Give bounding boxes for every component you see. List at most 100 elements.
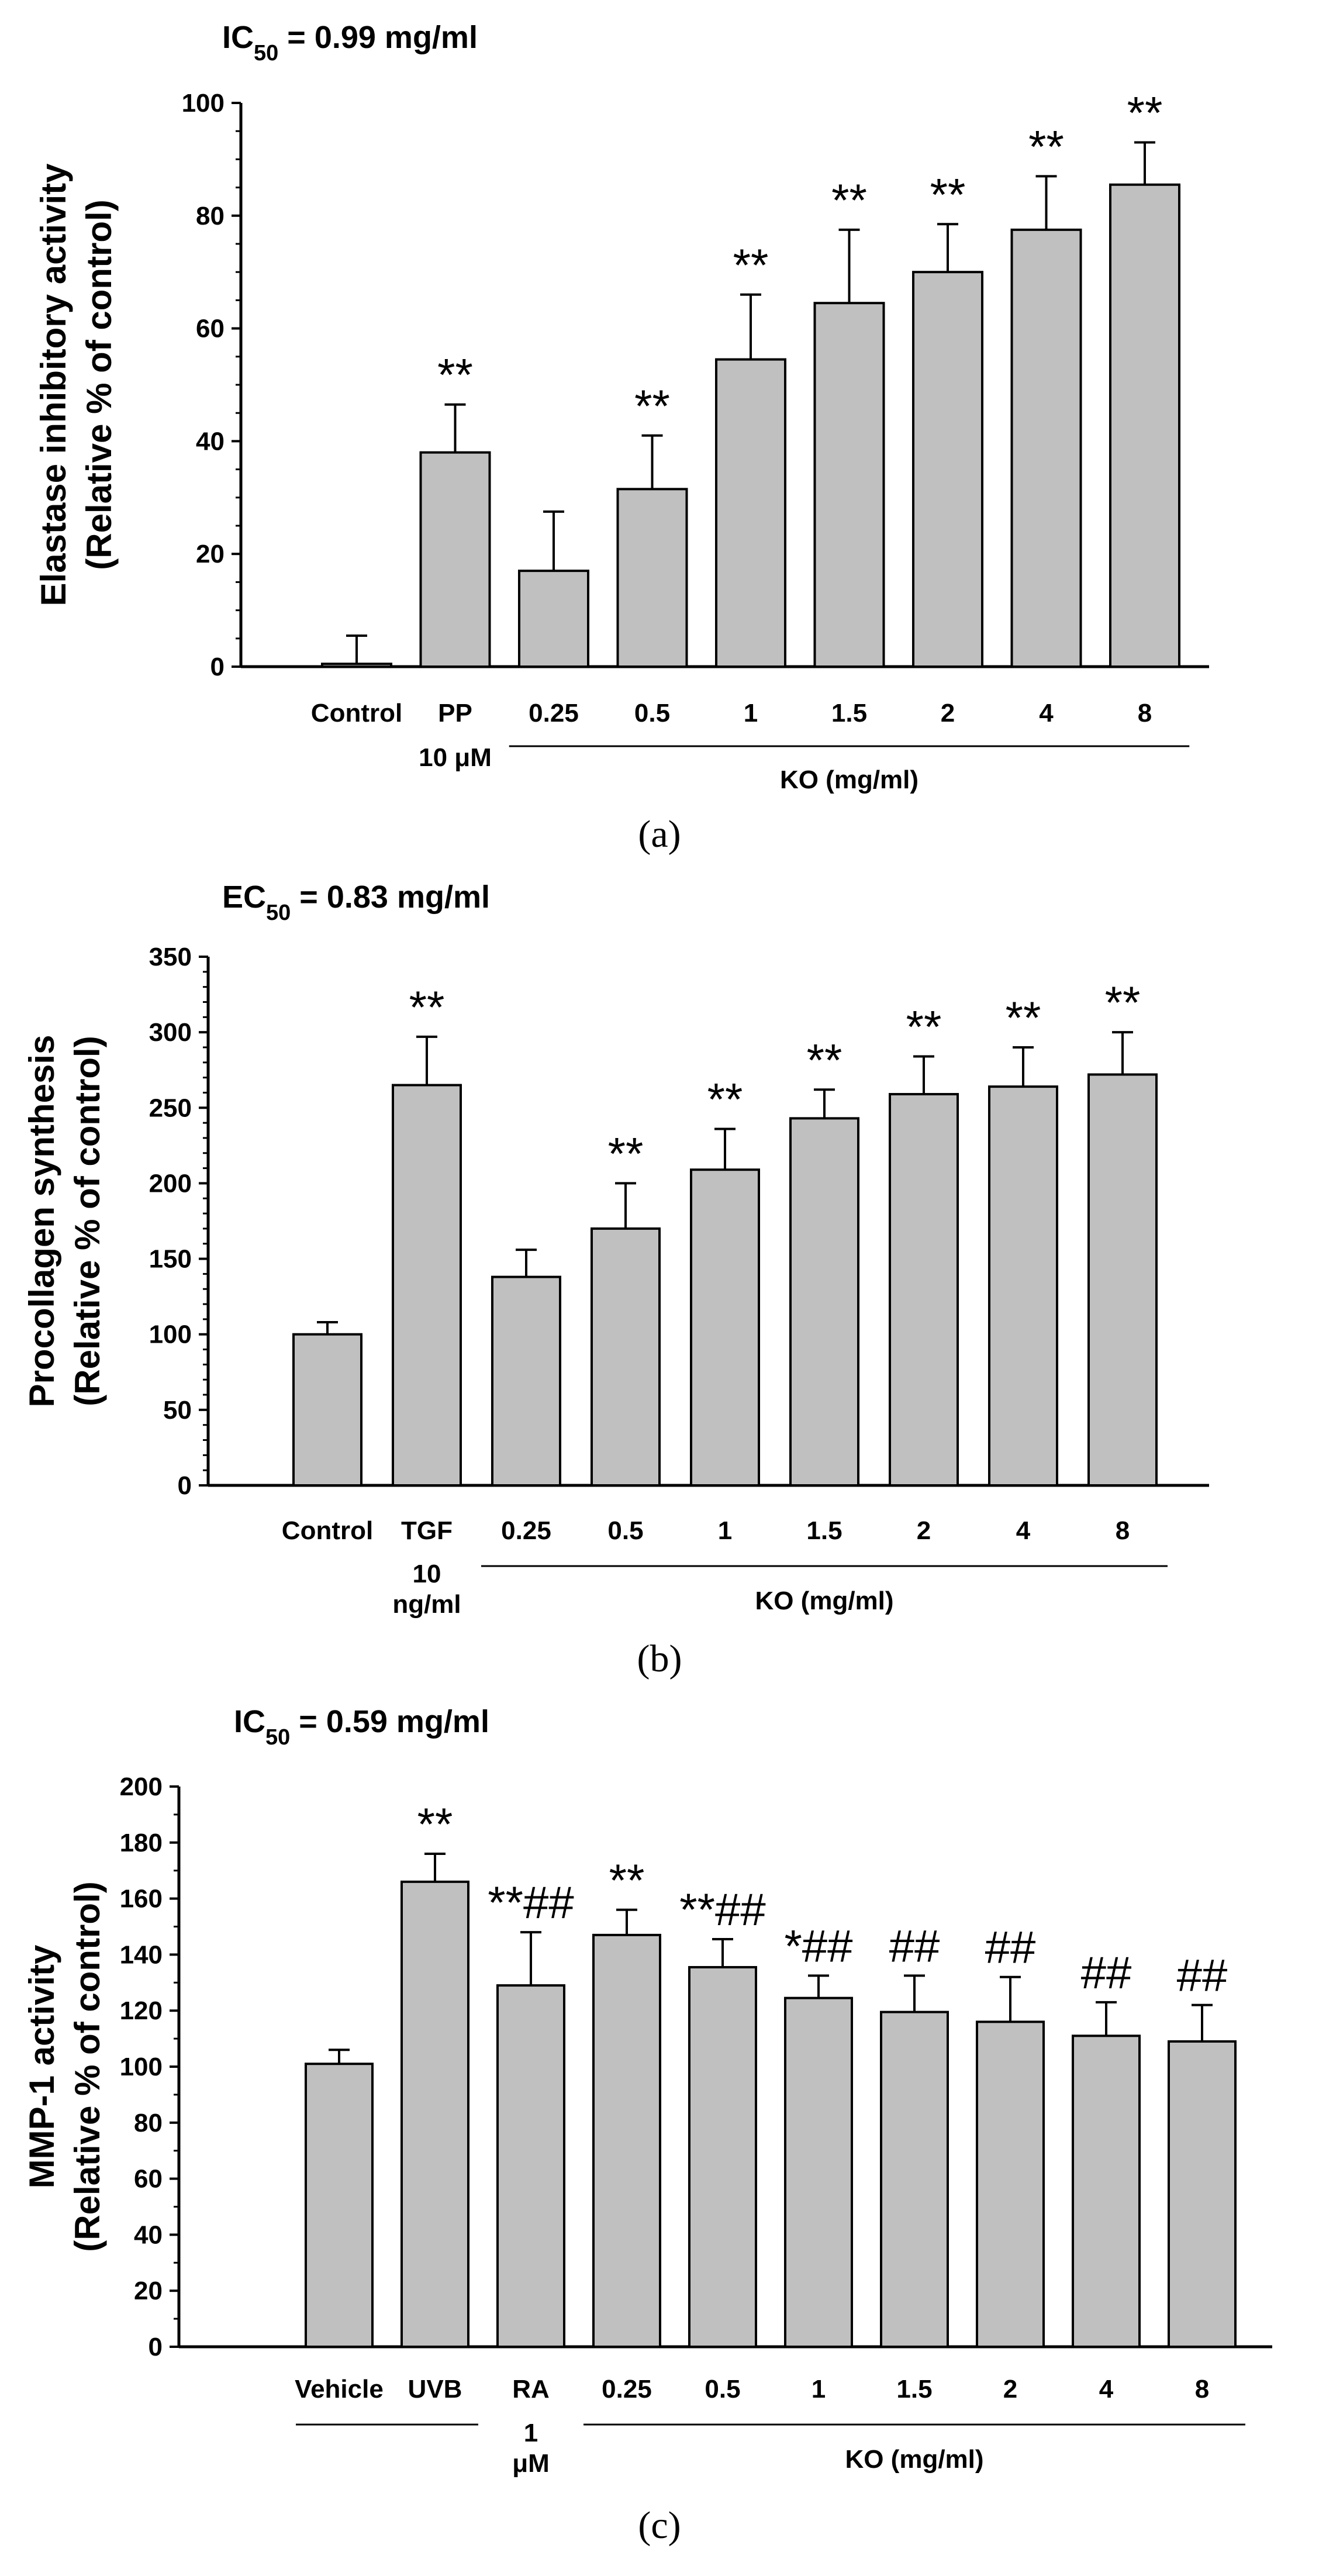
significance-mark: **	[733, 239, 769, 291]
bar	[813, 302, 885, 668]
x-tick-label: RA	[512, 2375, 550, 2403]
bar	[690, 1168, 760, 1487]
x-tick-label: Control	[282, 1516, 373, 1545]
significance-mark: **	[634, 380, 670, 432]
bar	[305, 2063, 374, 2348]
x-tick-label: 0.5	[634, 699, 670, 727]
bar	[321, 663, 392, 668]
x-sublabel: 10 μM	[419, 743, 492, 772]
y-axis-label-line2: (Relative % of control)	[80, 199, 119, 570]
y-axis-label-line1: MMP-1 activity	[22, 1944, 61, 2188]
x-tick-label: 2	[1003, 2375, 1017, 2403]
bar	[988, 1085, 1058, 1487]
group-label: KO (mg/ml)	[780, 765, 919, 794]
y-tick-label: 60	[134, 2165, 163, 2194]
x-tick-label: 8	[1138, 699, 1152, 727]
y-tick-label: 40	[196, 427, 225, 456]
significance-mark: ##	[1177, 1950, 1228, 2001]
bar	[784, 1996, 853, 2348]
y-axis-label-line2: (Relative % of control)	[68, 1881, 107, 2251]
bar	[392, 1084, 462, 1487]
x-tick-label: Vehicle	[295, 2375, 384, 2403]
x-tick-label: 1.5	[806, 1516, 842, 1545]
bar	[616, 488, 688, 668]
significance-mark: **##	[488, 1877, 574, 1928]
chart-panel-c: IC50 = 0.59 mg/ml MMP-1 activity (Relative…	[22, 1704, 1272, 2547]
y-tick-label: 200	[120, 1772, 163, 1801]
x-tick-label: 0.5	[607, 1516, 643, 1545]
x-tick-label: PP	[438, 699, 472, 727]
x-tick-label: 1	[718, 1516, 732, 1545]
x-tick-label: 8	[1195, 2375, 1209, 2403]
panel-label: (a)	[638, 813, 681, 856]
chart-panel-b: EC50 = 0.83 mg/ml Procollagen synthesis (R…	[22, 880, 1209, 1680]
x-tick-label: 8	[1116, 1516, 1130, 1545]
x-tick-label: UVB	[408, 2375, 462, 2403]
significance-mark: *##	[784, 1920, 852, 1971]
x-tick-label: 0.25	[602, 2375, 652, 2403]
significance-mark: **	[1127, 87, 1163, 138]
y-tick-label: 0	[149, 2333, 163, 2361]
y-axis-label-line1: Procollagen synthesis	[22, 1035, 61, 1408]
significance-mark: **	[807, 1034, 842, 1085]
y-tick-label: 250	[149, 1094, 192, 1122]
bar	[491, 1275, 561, 1487]
y-tick-label: 20	[134, 2277, 163, 2305]
bar	[715, 358, 786, 668]
y-axis-label-line2: (Relative % of control)	[68, 1036, 107, 1406]
y-tick-label: 100	[149, 1320, 192, 1349]
significance-mark: **	[608, 1127, 644, 1179]
x-sublabel: 1	[524, 2419, 538, 2447]
significance-mark: **	[906, 1001, 942, 1052]
x-tick-label: 1	[744, 699, 758, 727]
x-sublabel: 10	[413, 1560, 441, 1588]
x-sublabel: ng/ml	[392, 1590, 461, 1619]
x-tick-label: 0.25	[529, 699, 579, 727]
group-label: KO (mg/ml)	[845, 2445, 983, 2474]
y-tick-label: 100	[182, 89, 225, 118]
x-tick-label: 2	[941, 699, 955, 727]
x-tick-label: 1.5	[831, 699, 867, 727]
y-tick-label: 80	[134, 2109, 163, 2137]
bar	[1109, 183, 1180, 668]
significance-mark: **	[409, 981, 445, 1033]
group-label: KO (mg/ml)	[755, 1587, 893, 1615]
y-tick-label: 0	[178, 1471, 192, 1500]
bar	[1010, 228, 1082, 668]
x-tick-label: 4	[1039, 699, 1054, 727]
significance-mark: **	[707, 1073, 743, 1125]
x-tick-label: 0.25	[501, 1516, 551, 1545]
bar	[1087, 1073, 1158, 1487]
significance-mark: **	[417, 1798, 453, 1850]
bar	[688, 1965, 757, 2349]
bar	[1072, 2034, 1141, 2349]
y-tick-label: 300	[149, 1018, 192, 1047]
significance-mark: **	[1105, 977, 1141, 1028]
significance-mark: **	[930, 168, 966, 220]
significance-mark: ##	[985, 1922, 1036, 1973]
bar	[912, 271, 983, 668]
x-tick-label: 2	[917, 1516, 931, 1545]
x-tick-label: 1.5	[896, 2375, 932, 2403]
y-tick-label: 100	[120, 2053, 163, 2081]
significance-mark: ##	[1081, 1947, 1132, 1998]
bar	[789, 1117, 859, 1487]
y-tick-label: 140	[120, 1940, 163, 1969]
significance-mark: **##	[679, 1884, 765, 1935]
significance-mark: **	[831, 174, 867, 226]
y-tick-label: 40	[134, 2220, 163, 2249]
x-tick-label: 4	[1016, 1516, 1031, 1545]
significance-mark: **	[437, 349, 473, 401]
significance-mark: ##	[889, 1920, 940, 1971]
bar	[889, 1093, 959, 1487]
y-tick-label: 180	[120, 1829, 163, 1857]
y-tick-label: 60	[196, 315, 225, 343]
panel-label: (c)	[638, 2504, 681, 2547]
y-tick-label: 200	[149, 1169, 192, 1198]
bar	[591, 1227, 661, 1487]
y-tick-label: 350	[149, 943, 192, 971]
bar	[592, 1933, 661, 2349]
bar	[880, 2011, 949, 2348]
x-tick-label: Control	[311, 699, 402, 727]
